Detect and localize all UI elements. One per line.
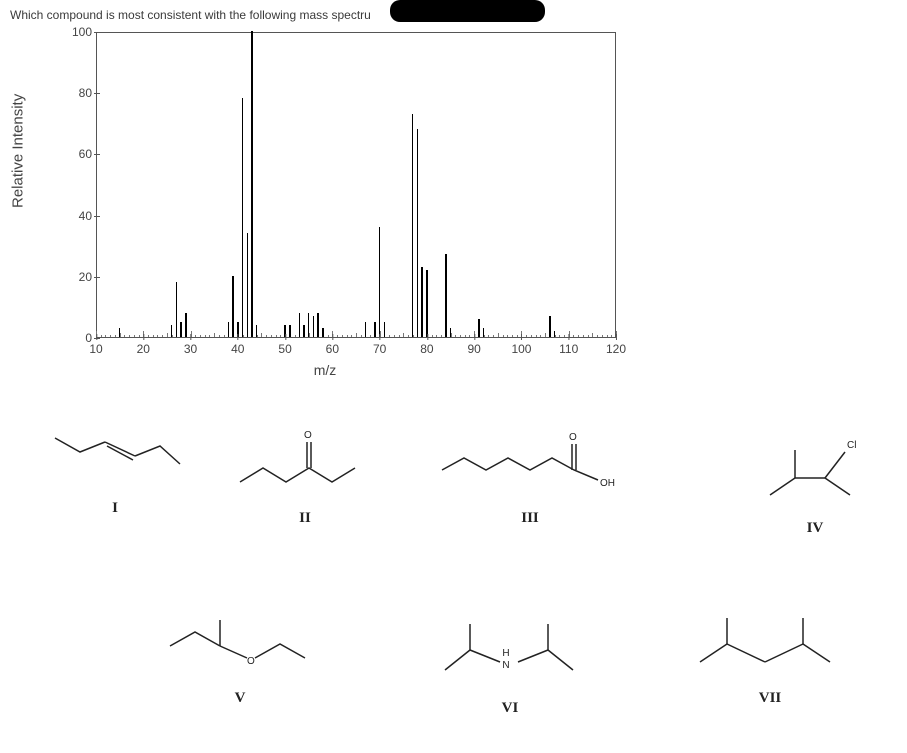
spectrum-peak [185,313,187,337]
spectrum-peak [119,328,121,337]
y-tick: 40 [68,209,92,223]
y-tick: 80 [68,86,92,100]
redaction-mark [390,0,545,22]
structure-VII-alkane [685,600,855,680]
spectrum-peak [478,319,480,337]
spectrum-peak [317,313,319,337]
option-V[interactable]: O V [150,600,330,707]
option-label: III [430,510,630,527]
option-label: V [150,690,330,707]
x-tick: 10 [89,342,102,356]
option-IV[interactable]: Cl IV [740,420,890,537]
structure-II-ketone: O [225,420,385,500]
spectrum-peak [374,322,376,337]
mass-spectrum-chart: Relative Intensity m/z 02040608010010203… [30,28,620,388]
structure-III-carboxylic-acid: O OH [430,420,630,500]
spectrum-peak [247,233,249,337]
question-text: Which compound is most consistent with t… [10,8,371,22]
n-atom: N [502,660,509,671]
x-tick: 40 [231,342,244,356]
option-III[interactable]: O OH III [430,420,630,527]
spectrum-peak [242,98,244,337]
options-row-1: I O II O OH [0,420,907,570]
x-axis-label: m/z [314,362,337,378]
spectrum-peak [251,31,253,337]
spectrum-peak [232,276,234,337]
spectrum-peak [308,313,310,337]
x-tick: 70 [373,342,386,356]
spectrum-peak [171,325,173,337]
oxygen-atom: O [304,430,312,441]
structure-I-alkene [40,420,190,490]
spectrum-peak [176,282,178,337]
h-atom: H [502,648,509,659]
y-axis-label: Relative Intensity [10,94,27,208]
x-tick: 30 [184,342,197,356]
option-label: VI [420,700,600,717]
spectrum-peak [299,313,301,337]
spectrum-peak [180,322,182,337]
option-label: IV [740,520,890,537]
x-tick: 50 [278,342,291,356]
spectrum-peak [445,254,447,337]
spectrum-peak [554,331,556,337]
spectrum-peak [322,328,324,337]
option-label: I [30,500,200,517]
spectrum-peak [384,322,386,337]
oxygen-atom: O [247,656,255,667]
spectrum-peak [483,328,485,337]
x-tick: 90 [467,342,480,356]
spectrum-peak [303,325,305,337]
spectrum-peak [228,322,230,337]
x-tick: 20 [137,342,150,356]
hydroxyl-label: OH [600,478,615,489]
spectrum-peak [313,316,315,337]
spectrum-peak [417,129,419,337]
option-II[interactable]: O II [220,420,390,527]
spectrum-peak [365,322,367,337]
x-tick: 120 [606,342,626,356]
structure-IV-chloride: Cl [750,420,880,510]
plot-area [96,32,616,338]
option-I[interactable]: I [30,420,200,517]
x-tick: 60 [326,342,339,356]
y-tick: 20 [68,270,92,284]
spectrum-peak [289,325,291,337]
spectrum-peak [421,267,423,337]
option-label: VII [680,690,860,707]
structure-V-ether: O [155,600,325,680]
y-tick: 60 [68,147,92,161]
spectrum-peak [426,270,428,337]
spectrum-peak [379,227,381,337]
option-VII[interactable]: VII [680,600,860,707]
x-tick: 80 [420,342,433,356]
answer-options: I O II O OH [0,420,907,750]
spectrum-peak [549,316,551,337]
spectrum-peak [412,114,414,337]
x-tick: 100 [511,342,531,356]
oxygen-atom: O [569,432,577,443]
y-tick: 100 [68,25,92,39]
spectrum-peak [256,325,258,337]
x-tick: 110 [559,342,578,356]
options-row-2: O V H N VI [0,600,907,750]
chlorine-atom: Cl [847,440,856,451]
option-VI[interactable]: H N VI [420,600,600,717]
spectrum-peak [450,328,452,337]
option-label: II [220,510,390,527]
structure-VI-amine: H N [430,600,590,690]
